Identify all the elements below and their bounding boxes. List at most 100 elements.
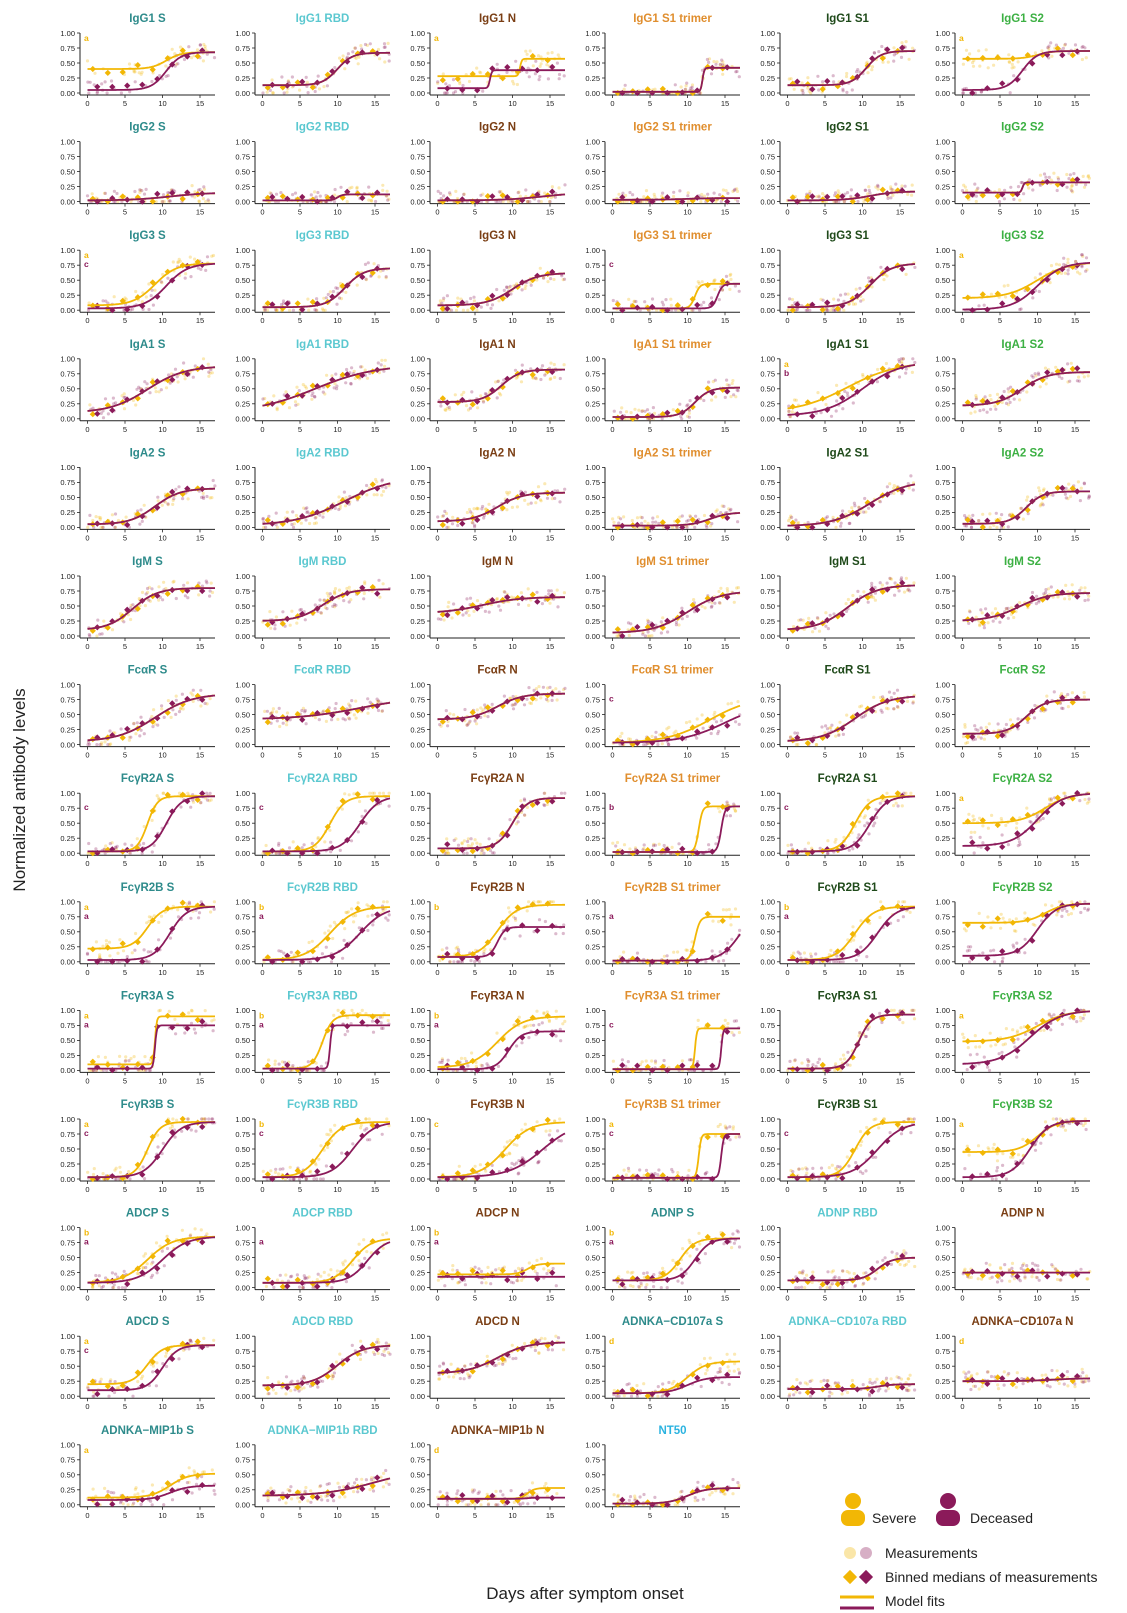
deceased-measurement-point [977, 304, 981, 308]
y-tick-label: 0.75 [60, 152, 75, 161]
severe-measurement-point [660, 742, 664, 746]
severe-measurement-point [562, 363, 566, 367]
deceased-measurement-point [495, 62, 499, 66]
deceased-measurement-point [845, 90, 849, 94]
severe-median-diamond [529, 591, 536, 598]
severe-measurement-point [643, 519, 647, 523]
x-tick-label: 15 [371, 99, 379, 108]
x-tick-label: 15 [1071, 316, 1079, 325]
deceased-measurement-point [787, 409, 791, 413]
deceased-measurement-point [321, 710, 325, 714]
deceased-measurement-point [471, 521, 475, 525]
severe-measurement-point [184, 272, 188, 276]
deceased-measurement-point [377, 699, 381, 703]
deceased-measurement-point [709, 731, 713, 736]
deceased-measurement-point [815, 616, 820, 620]
deceased-measurement-point [465, 597, 469, 601]
deceased-measurement-point [892, 691, 896, 695]
y-tick-label: 0.00 [410, 849, 425, 858]
severe-measurement-point [842, 308, 846, 312]
x-tick-label: 5 [823, 751, 827, 760]
deceased-measurement-point [656, 743, 660, 747]
deceased-measurement-point [825, 727, 830, 731]
severe-measurement-point [1079, 486, 1083, 490]
deceased-measurement-point [305, 506, 309, 510]
deceased-measurement-point [845, 391, 849, 395]
deceased-measurement-point [961, 91, 965, 95]
deceased-measurement-point [509, 199, 513, 203]
severe-measurement-point [988, 512, 992, 516]
deceased-measurement-point [287, 846, 292, 850]
severe-measurement-point [188, 255, 192, 259]
deceased-measurement-point [680, 606, 684, 610]
deceased-measurement-point [95, 90, 99, 94]
x-tick-label: 10 [1033, 316, 1041, 325]
severe-measurement-point [1076, 270, 1080, 274]
severe-measurement-point [456, 296, 460, 300]
deceased-measurement-point [321, 515, 325, 519]
deceased-measurement-point [651, 516, 655, 520]
deceased-measurement-point [135, 387, 139, 391]
deceased-measurement-point [142, 841, 146, 846]
deceased-measurement-point [182, 57, 187, 62]
deceased-measurement-point [712, 191, 716, 195]
severe-median-diamond [439, 521, 446, 529]
deceased-measurement-point [525, 697, 529, 701]
panel: IgM S10.000.250.500.751.000 5 10 15 [760, 556, 916, 651]
deceased-measurement-point [334, 372, 338, 376]
deceased-measurement-point [273, 627, 277, 631]
severe-measurement-point [367, 198, 371, 202]
y-tick-label: 0.00 [60, 740, 75, 749]
severe-measurement-point [338, 56, 342, 60]
severe-measurement-point [790, 297, 795, 302]
panel-title: IgG2 N [479, 122, 516, 134]
deceased-measurement-point [1066, 268, 1070, 272]
deceased-measurement-point [701, 726, 705, 730]
deceased-measurement-point [897, 375, 902, 379]
severe-measurement-point [347, 793, 351, 797]
deceased-measurement-point [894, 182, 898, 186]
deceased-measurement-point [138, 522, 142, 526]
deceased-measurement-point [717, 298, 721, 302]
deceased-measurement-point [368, 42, 372, 46]
deceased-measurement-point [291, 525, 296, 529]
y-tick-label: 1.00 [410, 355, 425, 364]
severe-measurement-point [483, 714, 487, 718]
severe-measurement-point [858, 705, 862, 709]
severe-measurement-point [345, 586, 349, 591]
deceased-measurement-point [878, 500, 882, 504]
severe-measurement-point [110, 513, 114, 517]
deceased-measurement-point [318, 194, 322, 198]
deceased-measurement-point [1008, 400, 1012, 404]
severe-measurement-point [525, 200, 530, 204]
severe-measurement-point [735, 187, 739, 191]
x-tick-label: 0 [435, 316, 439, 325]
deceased-measurement-point [505, 70, 509, 74]
severe-measurement-point [1083, 586, 1087, 590]
y-tick-label: 0.00 [760, 632, 775, 641]
severe-measurement-point [902, 590, 907, 594]
deceased-fit-line [87, 795, 215, 853]
deceased-measurement-point [456, 523, 460, 528]
severe-measurement-point [787, 77, 791, 81]
severe-measurement-point [365, 376, 370, 380]
severe-measurement-point [1049, 178, 1053, 182]
deceased-measurement-point [729, 507, 733, 511]
y-tick-label: 0.00 [935, 415, 950, 424]
deceased-measurement-point [885, 581, 889, 585]
deceased-measurement-point [973, 724, 977, 728]
severe-measurement-point [285, 510, 289, 514]
y-tick-label: 0.25 [60, 508, 75, 517]
y-tick-label: 0.75 [935, 44, 950, 53]
x-tick-label: 0 [785, 533, 789, 542]
severe-measurement-point [648, 634, 652, 638]
severe-measurement-point [986, 66, 990, 70]
deceased-measurement-point [350, 699, 354, 703]
severe-measurement-point [290, 609, 294, 613]
deceased-measurement-point [363, 42, 368, 47]
x-tick-label: 10 [1033, 533, 1041, 542]
deceased-measurement-point [974, 727, 978, 731]
x-tick-label: 0 [785, 208, 789, 217]
x-tick-label: 10 [508, 208, 516, 217]
